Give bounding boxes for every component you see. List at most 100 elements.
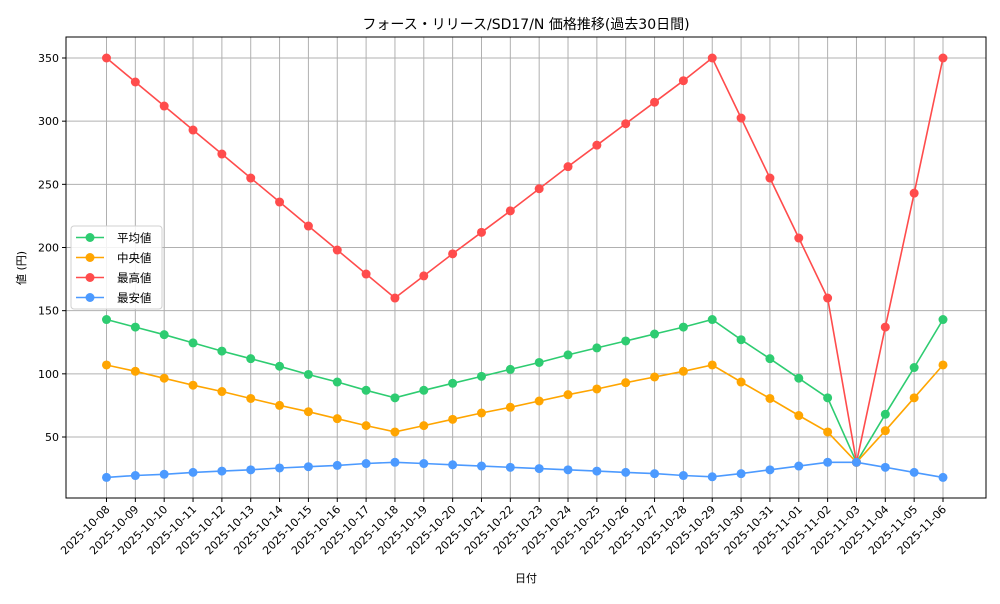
data-point (159, 469, 169, 479)
data-point (707, 315, 717, 325)
data-point (650, 469, 660, 479)
data-point (707, 360, 717, 370)
data-point (246, 354, 256, 364)
data-point (938, 360, 948, 370)
data-point (390, 393, 400, 403)
chart-title: フォース・リリース/SD17/N 価格推移(過去30日間) (362, 17, 689, 33)
series-0 (102, 315, 948, 467)
data-point (419, 421, 429, 431)
data-point (650, 329, 660, 339)
data-point (736, 469, 746, 479)
data-point (736, 335, 746, 345)
data-point (592, 466, 602, 476)
data-point (563, 390, 573, 400)
data-point (678, 471, 688, 481)
data-point (102, 53, 111, 63)
data-point (938, 472, 948, 482)
data-point (476, 408, 486, 418)
data-point (765, 393, 775, 403)
data-point (823, 457, 833, 467)
data-point (563, 350, 573, 360)
data-point (419, 385, 429, 395)
data-point (621, 467, 631, 477)
data-point (678, 76, 688, 86)
data-point (159, 101, 169, 111)
data-point (650, 97, 660, 107)
data-point (448, 414, 458, 424)
data-point (390, 293, 400, 303)
data-point (938, 53, 948, 63)
legend-label: 最高値 (117, 271, 152, 285)
data-point (332, 414, 342, 424)
data-point (621, 378, 631, 388)
data-point (390, 457, 400, 467)
data-point (275, 463, 285, 473)
data-point (188, 467, 198, 477)
data-point (678, 322, 688, 332)
data-point (102, 472, 111, 482)
data-point (823, 427, 833, 437)
series-line (105, 56, 944, 463)
data-point (476, 227, 486, 237)
data-point (188, 125, 198, 135)
data-point (390, 427, 400, 437)
data-point (130, 471, 140, 481)
data-point (476, 461, 486, 471)
data-point (448, 460, 458, 470)
series-3 (102, 457, 948, 482)
data-point (159, 330, 169, 340)
data-point (419, 459, 429, 469)
data-point (159, 373, 169, 383)
data-point (707, 472, 717, 482)
data-point (505, 462, 515, 472)
data-point (505, 402, 515, 412)
data-point (794, 233, 804, 243)
data-point (188, 380, 198, 390)
data-point (188, 338, 198, 348)
data-point (303, 221, 313, 231)
data-point (275, 400, 285, 410)
legend-marker (85, 273, 95, 282)
data-point (621, 119, 631, 129)
y-tick-label: 200 (38, 242, 59, 255)
data-point (217, 346, 227, 356)
data-point (851, 457, 861, 467)
data-point (246, 465, 256, 475)
data-point (303, 369, 313, 379)
series-1 (102, 360, 948, 467)
data-point (246, 393, 256, 403)
data-point (823, 393, 833, 403)
legend-label: 中央値 (117, 251, 152, 265)
data-point (880, 462, 890, 472)
y-tick-label: 300 (38, 115, 59, 128)
data-point (332, 460, 342, 470)
series-2 (102, 53, 948, 467)
data-point (102, 360, 111, 370)
data-point (880, 426, 890, 436)
data-point (880, 409, 890, 419)
data-point (592, 343, 602, 353)
data-point (563, 162, 573, 172)
data-point (332, 377, 342, 387)
data-point (361, 421, 371, 431)
series-line (106, 318, 944, 465)
data-point (880, 322, 890, 332)
data-point (765, 465, 775, 475)
data-point (534, 464, 544, 474)
data-point (621, 336, 631, 346)
data-point (419, 271, 429, 281)
data-point (505, 206, 515, 216)
y-axis: 50 100 150 200 250 300 350 (38, 52, 66, 444)
data-point (938, 315, 948, 325)
data-point (448, 378, 458, 388)
data-point (217, 466, 227, 476)
legend-label: 平均値 (117, 231, 152, 245)
data-point (332, 245, 342, 255)
y-axis-label: 値 (円) (15, 251, 28, 285)
data-point (678, 366, 688, 376)
data-point (707, 53, 717, 63)
data-point (303, 407, 313, 417)
data-point (361, 459, 371, 469)
